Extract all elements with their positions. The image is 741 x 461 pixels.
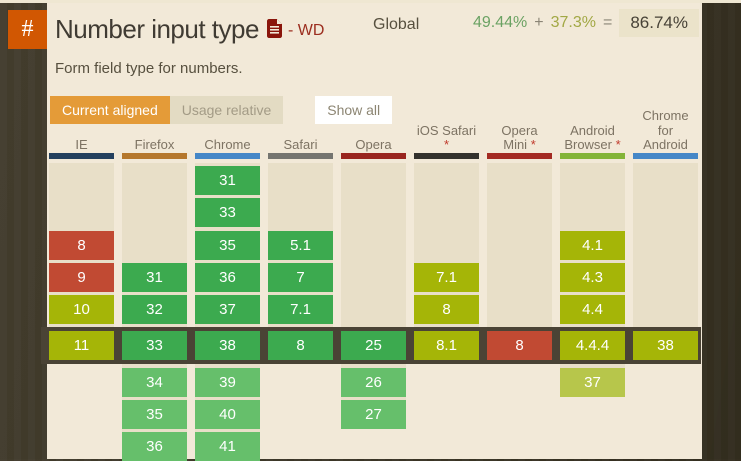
support-cell: 9 <box>49 263 114 292</box>
browser-underline-bar <box>122 153 187 159</box>
spec-doc-icon[interactable] <box>266 18 282 43</box>
support-cell: 10 <box>49 295 114 324</box>
support-cell: 38 <box>633 331 698 360</box>
browser-label: Chrome for Android <box>642 108 689 153</box>
support-cell: 31 <box>195 166 260 195</box>
browser-label: Firefox <box>134 137 175 153</box>
hash-icon: # <box>21 16 34 42</box>
support-cell: 8 <box>414 295 479 324</box>
support-grid: IE 8 9 10 11 Firefox 31 32 33 34 35 36 Chrome 31 33 35 3… <box>41 3 702 461</box>
feature-permalink[interactable]: # <box>8 10 47 49</box>
page-title: Number input type <box>55 13 259 44</box>
support-cell: 8 <box>49 231 114 260</box>
browser-underline-bar <box>195 153 260 159</box>
support-cell: 33 <box>195 198 260 227</box>
support-cell: 26 <box>341 368 406 397</box>
support-cell: 7.1 <box>268 295 333 324</box>
support-cell: 37 <box>560 368 625 397</box>
top-edge-strip <box>0 0 741 3</box>
support-cell: 25 <box>341 331 406 360</box>
feature-description: Form field type for numbers. <box>55 60 243 77</box>
support-cell: 34 <box>122 368 187 397</box>
support-cell: 33 <box>122 331 187 360</box>
support-cell: 4.1 <box>560 231 625 260</box>
column-header-opera: Opera <box>341 126 406 153</box>
footnote-asterisk: * <box>612 137 621 153</box>
spec-status[interactable]: - WD <box>287 22 325 39</box>
column-header-chrome-for-android: Chrome for Android <box>633 109 698 153</box>
browser-underline-bar <box>414 153 479 159</box>
usage-total: 86.74% <box>619 9 699 37</box>
support-cell: 35 <box>122 400 187 429</box>
usage-summary: 49.44% + 37.3% = 86.74% <box>473 9 699 37</box>
footnote-asterisk: * <box>443 137 450 153</box>
support-cell: 36 <box>195 263 260 292</box>
usage-full: 49.44% <box>473 14 528 31</box>
column-header-ie: IE <box>49 126 114 153</box>
support-cell: 27 <box>341 400 406 429</box>
browser-underline-bar <box>560 153 625 159</box>
support-cell: 5.1 <box>268 231 333 260</box>
browser-underline-bar <box>268 153 333 159</box>
browser-label: Opera <box>355 137 392 153</box>
browser-label: iOS Safari * <box>416 122 477 153</box>
browser-label: Opera Mini * <box>501 122 538 153</box>
support-cell: 38 <box>195 331 260 360</box>
browser-underline-bar <box>633 153 698 159</box>
footnote-asterisk: * <box>527 137 536 153</box>
browser-label: Chrome <box>204 137 251 153</box>
support-cell: 8 <box>487 331 552 360</box>
support-cell: 32 <box>122 295 187 324</box>
support-cell: 11 <box>49 331 114 360</box>
support-cell: 35 <box>195 231 260 260</box>
support-cell: 4.3 <box>560 263 625 292</box>
column-header-chrome: Chrome <box>195 126 260 153</box>
column-header-ios-safari: iOS Safari * <box>414 122 479 153</box>
support-cell: 36 <box>122 432 187 461</box>
support-cell: 4.4 <box>560 295 625 324</box>
browser-underline-bar <box>487 153 552 159</box>
header-row: Number input type - WD <box>55 11 324 47</box>
usage-relative-button[interactable]: Usage relative <box>169 96 284 124</box>
support-cell: 8 <box>268 331 333 360</box>
browser-underline-bar <box>49 153 114 159</box>
show-all-button[interactable]: Show all <box>315 96 393 124</box>
column-header-opera-mini: Opera Mini * <box>487 122 552 153</box>
browser-label: IE <box>75 137 88 153</box>
current-aligned-button[interactable]: Current aligned <box>50 96 170 124</box>
content-panel: Number input type - WD Global 49.44% + 3… <box>41 3 702 461</box>
support-cell: 39 <box>195 368 260 397</box>
support-cell: 31 <box>122 263 187 292</box>
support-cell: 37 <box>195 295 260 324</box>
browser-label: Android Browser * <box>564 122 621 153</box>
view-toolbar: Current aligned Usage relative Show all <box>50 96 393 124</box>
support-cell: 7.1 <box>414 263 479 292</box>
plus-sign: + <box>534 14 544 31</box>
global-label: Global <box>373 16 420 33</box>
support-cell: 4.4.4 <box>560 331 625 360</box>
column-header-safari: Safari <box>268 126 333 153</box>
support-cell: 40 <box>195 400 260 429</box>
column-header-android-browser: Android Browser * <box>560 122 625 153</box>
browser-label: Safari <box>283 137 318 153</box>
support-cell: 8.1 <box>414 331 479 360</box>
column-header-firefox: Firefox <box>122 126 187 153</box>
browser-underline-bar <box>341 153 406 159</box>
usage-partial: 37.3% <box>550 14 596 31</box>
support-cell: 7 <box>268 263 333 292</box>
support-cell: 41 <box>195 432 260 461</box>
equals-sign: = <box>602 14 613 31</box>
